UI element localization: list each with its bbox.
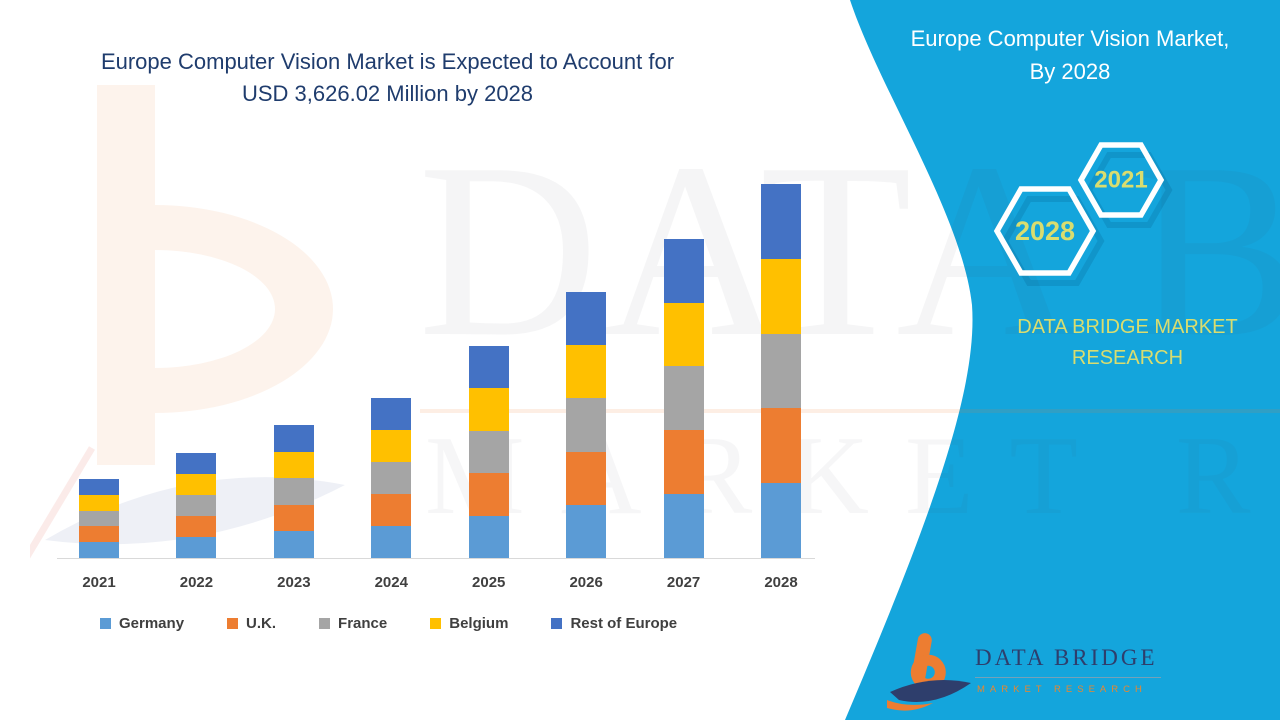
bar-2021-segment-u-k xyxy=(79,526,119,543)
bar-2027-segment-belgium xyxy=(663,302,704,367)
bar-2028-segment-germany xyxy=(761,483,801,558)
legend-label-rest-of-europe: Rest of Europe xyxy=(570,615,678,632)
hexagon-badges: 2028 2021 xyxy=(993,142,1173,286)
main-title-line2: USD 3,626.02 Million by 2028 xyxy=(241,81,534,106)
main-title-line1: Europe Computer Vision Market is Expecte… xyxy=(100,49,675,74)
x-axis-label-2021: 2021 xyxy=(82,574,116,591)
bar-2024-segment-belgium xyxy=(371,430,412,463)
bar-2025-segment-france xyxy=(468,430,509,474)
hexagon-2021-shadow xyxy=(1085,152,1173,228)
legend-label-belgium: Belgium xyxy=(449,615,509,632)
x-axis-label-2027: 2027 xyxy=(666,574,701,591)
bar-2024-segment-germany xyxy=(371,526,412,558)
bar-2023-segment-belgium xyxy=(273,451,314,479)
x-axis-label-2028: 2028 xyxy=(764,574,798,591)
logo-swoosh-orange xyxy=(887,700,933,711)
bar-2027 xyxy=(663,238,704,558)
bar-2026-segment-u-k xyxy=(566,451,607,505)
bar-2026-segment-germany xyxy=(566,504,607,558)
bar-2025-segment-u-k xyxy=(468,473,509,516)
bar-2023 xyxy=(273,424,314,558)
bar-2022-segment-rest-of-europe xyxy=(176,452,217,474)
bar-2023-segment-u-k xyxy=(273,504,314,532)
legend-label-u-k: U.K. xyxy=(246,615,277,632)
bar-2023-segment-rest-of-europe xyxy=(273,424,314,452)
legend-swatch-france xyxy=(319,618,331,629)
hexagon-year-large: 2028 xyxy=(1015,216,1075,246)
bar-2021-segment-germany xyxy=(79,542,119,558)
bar-2028-segment-rest-of-europe xyxy=(761,184,801,259)
x-axis-label-2026: 2026 xyxy=(569,574,603,591)
hexagon-year-small: 2021 xyxy=(1094,167,1147,194)
side-panel-title: Europe Computer Vision Market, By 2028 xyxy=(910,26,1230,84)
legend-item-belgium: Belgium xyxy=(430,615,508,632)
bar-2022-segment-france xyxy=(176,494,217,516)
x-axis-label-2025: 2025 xyxy=(472,574,506,591)
legend-item-germany: Germany xyxy=(100,615,184,632)
bar-2021-segment-rest-of-europe xyxy=(79,479,119,495)
bar-2028 xyxy=(761,184,801,558)
bar-2025-segment-germany xyxy=(468,515,509,558)
bar-2025-segment-belgium xyxy=(468,388,509,431)
data-bridge-logo-subtitle: MARKET RESEARCH xyxy=(977,684,1147,695)
bar-2027-segment-rest-of-europe xyxy=(663,238,704,303)
bar-2026 xyxy=(566,291,607,558)
bar-2027-segment-u-k xyxy=(663,430,704,495)
x-axis-label-2024: 2024 xyxy=(374,574,408,591)
logo-divider-line xyxy=(975,677,1161,678)
bar-2024-segment-france xyxy=(371,462,412,495)
bar-2025 xyxy=(468,346,509,558)
bar-2026-segment-rest-of-europe xyxy=(566,291,607,346)
bar-2026-segment-france xyxy=(566,398,607,452)
legend-swatch-rest-of-europe xyxy=(551,618,563,629)
data-bridge-logo-icon xyxy=(887,633,971,711)
bar-2025-segment-rest-of-europe xyxy=(468,346,509,389)
bar-2024-segment-rest-of-europe xyxy=(371,398,412,431)
hexagon-2028-shadow xyxy=(1001,196,1105,286)
legend-swatch-belgium xyxy=(430,618,442,629)
bar-2027-segment-germany xyxy=(663,494,704,558)
legend-item-u-k: U.K. xyxy=(227,615,276,632)
bar-2024-segment-u-k xyxy=(371,494,412,527)
main-title: Europe Computer Vision Market is Expecte… xyxy=(35,46,740,110)
bar-2028-segment-belgium xyxy=(761,258,801,334)
bar-2021 xyxy=(79,479,119,558)
data-bridge-logo-title: DATA BRIDGE xyxy=(975,645,1158,670)
bar-2021-segment-belgium xyxy=(79,494,119,511)
hexagon-2028-icon xyxy=(993,186,1097,276)
side-panel-brand-caption: DATA BRIDGE MARKET RESEARCH xyxy=(1017,316,1238,369)
side-panel-shape xyxy=(845,0,1280,720)
bar-2022-segment-belgium xyxy=(176,473,217,495)
legend-label-france: France xyxy=(338,615,388,632)
plot-area xyxy=(57,170,815,559)
bar-2023-segment-france xyxy=(273,478,314,505)
bar-2022-segment-u-k xyxy=(176,515,217,537)
bar-2023-segment-germany xyxy=(273,531,314,558)
legend: Germany U.K. France Belgium Rest of Europe xyxy=(100,615,820,632)
bar-2028-segment-u-k xyxy=(761,408,801,484)
legend-item-france: France xyxy=(319,615,387,632)
bar-2022 xyxy=(176,452,217,558)
x-axis-label-2023: 2023 xyxy=(277,574,311,591)
bar-2027-segment-france xyxy=(663,366,704,431)
bar-2024 xyxy=(371,398,412,558)
x-axis-label-2022: 2022 xyxy=(179,574,214,591)
legend-swatch-germany xyxy=(100,618,111,629)
bar-2028-segment-france xyxy=(761,333,801,409)
bar-2026-segment-belgium xyxy=(566,345,607,399)
bar-2022-segment-germany xyxy=(176,536,217,558)
logo-swoosh-navy xyxy=(890,680,971,702)
legend-swatch-u-k xyxy=(227,618,239,629)
hexagon-2021-icon xyxy=(1077,142,1165,218)
legend-item-rest-of-europe: Rest of Europe xyxy=(551,615,677,632)
legend-label-germany: Germany xyxy=(119,615,185,632)
bar-2021-segment-france xyxy=(79,510,119,527)
